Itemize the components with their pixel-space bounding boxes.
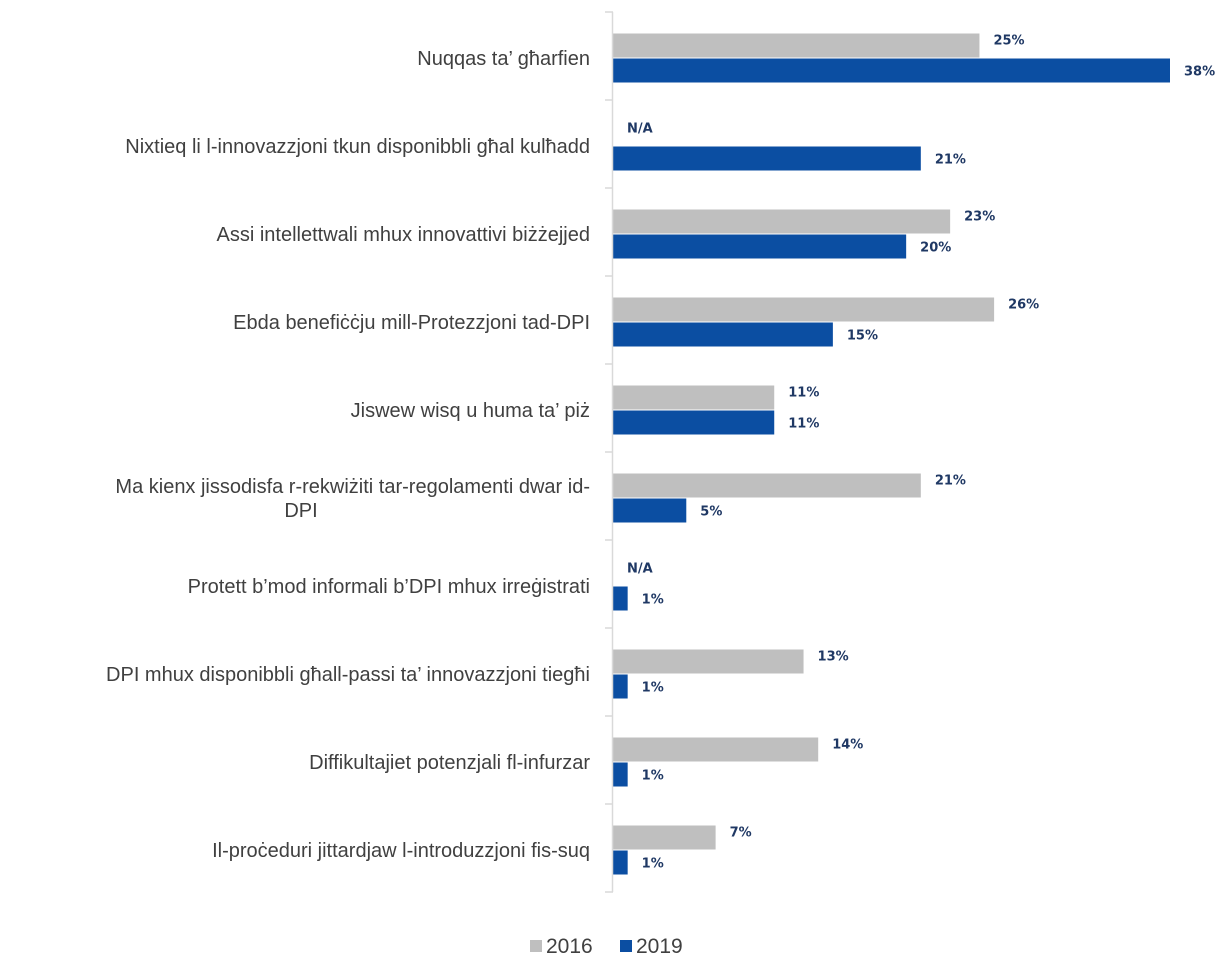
value-label-2016: 21% xyxy=(935,474,966,489)
legend-label-2016: 2016 xyxy=(546,935,593,958)
legend: 2016 2019 xyxy=(530,935,683,958)
value-label-2019: 1% xyxy=(642,593,664,608)
category-label-line: Jiswew wisq u huma ta’ piż xyxy=(351,400,590,422)
bar-2019 xyxy=(613,674,628,699)
category-label-line: DPI xyxy=(284,500,317,522)
y-axis xyxy=(605,11,614,893)
bar-2019 xyxy=(613,498,687,523)
value-label-2016: 25% xyxy=(993,34,1024,49)
legend-swatch-2019 xyxy=(620,940,632,952)
category-label: Jiswew wisq u huma ta’ piż xyxy=(351,400,590,422)
category-label: Assi intellettwali mhux innovattivi biżż… xyxy=(217,224,591,246)
value-label-2019: 1% xyxy=(642,857,664,872)
category-labels: Nuqqas ta’ għarfien Nixtieq li l-innovazz… xyxy=(106,48,590,862)
category-label-line: DPI mhux disponibbli għall-passi ta’ inn… xyxy=(106,664,590,686)
bar-2016 xyxy=(613,209,951,234)
value-label-2019: 20% xyxy=(920,241,951,256)
category-label-line: Assi intellettwali mhux innovattivi biżż… xyxy=(217,224,591,246)
category-label-line: Il-proċeduri jittardjaw l-introduzzjoni … xyxy=(212,840,590,862)
value-label-2019: 11% xyxy=(788,417,819,432)
bar-2019 xyxy=(613,234,907,259)
legend-swatch-2016 xyxy=(530,940,542,952)
bars xyxy=(613,33,1170,875)
bar-2019 xyxy=(613,58,1170,83)
value-label-2019: 38% xyxy=(1184,65,1215,80)
category-label-line: Ebda benefiċċju mill-Protezzjoni tad-DPI xyxy=(233,312,590,334)
bar-2016 xyxy=(613,649,804,674)
value-label-2016: 14% xyxy=(832,738,863,753)
category-label: Nuqqas ta’ għarfien xyxy=(417,48,590,70)
bar-2019 xyxy=(613,410,775,435)
category-label: Diffikultajiet potenzjali fl-infurzar xyxy=(309,752,590,774)
bar-2019 xyxy=(613,146,921,171)
value-label-2016: 26% xyxy=(1008,298,1039,313)
category-label-line: Diffikultajiet potenzjali fl-infurzar xyxy=(309,752,590,774)
value-label-2016: 23% xyxy=(964,210,995,225)
bar-2019 xyxy=(613,850,628,875)
category-label: Ma kienx jissodisfa r-rekwiżiti tar-rego… xyxy=(115,476,590,522)
category-label-line: Ma kienx jissodisfa r-rekwiżiti tar-rego… xyxy=(115,476,590,498)
value-label-2019: 5% xyxy=(700,505,722,520)
category-label-line: Nixtieq li l-innovazzjoni tkun disponibb… xyxy=(125,136,590,158)
legend-label-2019: 2019 xyxy=(636,935,683,958)
value-label-2019: 1% xyxy=(642,681,664,696)
bar-2019 xyxy=(613,586,628,611)
category-label-line: Nuqqas ta’ għarfien xyxy=(417,48,590,70)
bar-2019 xyxy=(613,762,628,787)
value-label-2016: 11% xyxy=(788,386,819,401)
value-labels: 25% 38% N/A 21% 23% 20% 26% 15% 11% 11% 21% 5% N/A 1%… xyxy=(627,34,1215,872)
value-label-2016: N/A xyxy=(627,122,653,137)
value-label-2019: 21% xyxy=(935,153,966,168)
value-label-2019: 1% xyxy=(642,769,664,784)
bar-2016 xyxy=(613,737,819,762)
bar-2016 xyxy=(613,385,775,410)
bar-2019 xyxy=(613,322,833,347)
bar-2016 xyxy=(613,297,995,322)
category-label: Nixtieq li l-innovazzjoni tkun disponibb… xyxy=(125,136,590,158)
value-label-2016: 13% xyxy=(818,650,849,665)
category-label: DPI mhux disponibbli għall-passi ta’ inn… xyxy=(106,664,590,686)
bar-2016 xyxy=(613,473,921,498)
category-label-line: Protett b’mod informali b’DPI mhux irreġ… xyxy=(188,576,590,598)
value-label-2016: 7% xyxy=(730,826,752,841)
category-label: Ebda benefiċċju mill-Protezzjoni tad-DPI xyxy=(233,312,590,334)
value-label-2016: N/A xyxy=(627,562,653,577)
category-label: Protett b’mod informali b’DPI mhux irreġ… xyxy=(188,576,590,598)
value-label-2019: 15% xyxy=(847,329,878,344)
bar-2016 xyxy=(613,825,716,850)
category-label: Il-proċeduri jittardjaw l-introduzzjoni … xyxy=(212,840,590,862)
bar-2016 xyxy=(613,33,980,58)
